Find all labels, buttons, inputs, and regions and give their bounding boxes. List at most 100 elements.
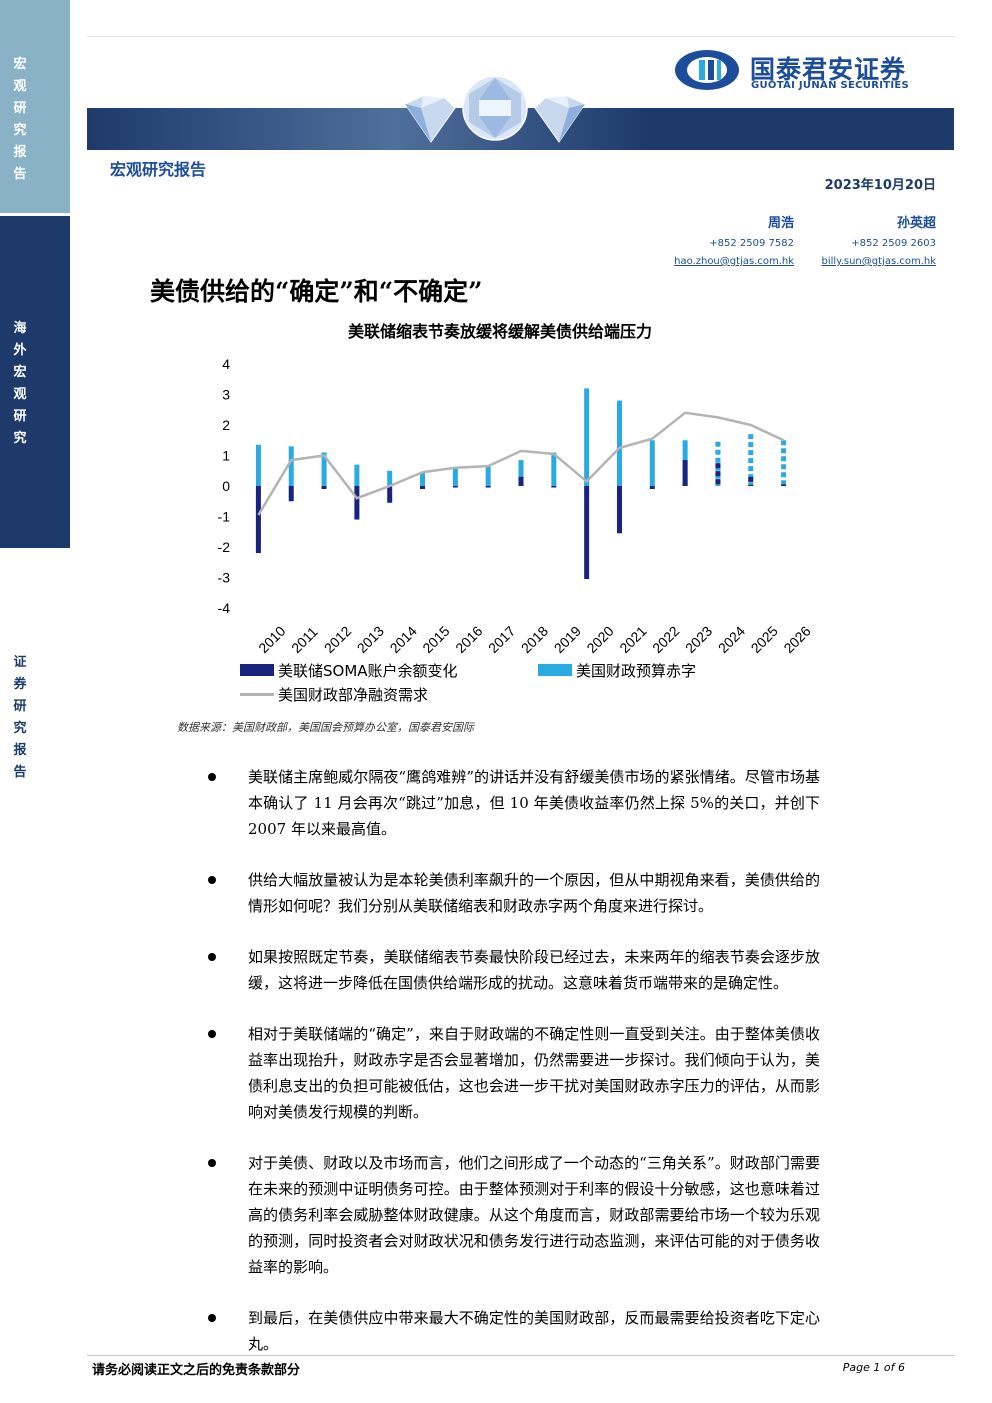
legend-label-soma: 美联储SOMA账户余额变化	[278, 662, 458, 680]
bar-soma	[452, 486, 458, 488]
page-number: Page 1 of 6	[842, 1361, 905, 1374]
bar-deficit	[354, 464, 360, 486]
x-tick-label: 2025	[748, 623, 781, 656]
diamond-right-icon	[534, 95, 586, 143]
x-tick-label: 2018	[518, 623, 551, 656]
bar-deficit	[288, 446, 294, 486]
sidebar-mid-label: 海外宏观研究	[13, 321, 27, 446]
x-tick-label: 2026	[780, 623, 810, 656]
x-tick-label: 2022	[649, 623, 682, 656]
bar-deficit	[452, 467, 458, 486]
logo-mark-icon	[675, 50, 739, 90]
y-tick-label: 3	[222, 387, 230, 403]
analyst-email-link[interactable]: hao.zhou@gtjas.com.hk	[674, 256, 794, 267]
bar-soma	[255, 486, 261, 554]
y-tick-label: -1	[218, 509, 231, 525]
bar-soma	[485, 486, 491, 488]
bullet-item: 相对于美联储端的“确定”，来自于财政端的不确定性则一直受到关注。由于整体美债收益…	[200, 1021, 820, 1125]
y-tick-label: -4	[218, 600, 231, 616]
sidebar-bottom-label: 证券研究报告	[13, 655, 27, 780]
bullet-dot-icon	[208, 773, 216, 781]
diamond-center-icon	[462, 75, 528, 141]
y-tick-label: -3	[218, 570, 231, 586]
footer-disclaimer: 请务必阅读正文之后的免责条款部分	[92, 1363, 301, 1378]
legend-label-financing: 美国财政部净融资需求	[278, 686, 429, 704]
y-tick-label: 4	[222, 356, 230, 372]
bar-soma	[420, 486, 426, 490]
bar-soma	[518, 476, 524, 486]
bar-deficit	[616, 400, 622, 486]
legend-swatch-deficit	[538, 664, 572, 676]
bullet-dot-icon	[208, 1314, 216, 1322]
bullet-item: 供给大幅放量被认为是本轮美债利率飙升的一个原因，但从中期视角来看，美债供给的情形…	[200, 867, 820, 919]
logo-chinese-name: 国泰君安证券	[750, 55, 907, 84]
x-tick-label: 2017	[485, 623, 518, 656]
bar-deficit	[649, 440, 655, 486]
bar-soma	[616, 486, 622, 534]
y-tick-label: 0	[222, 478, 230, 494]
y-tick-label: -2	[218, 539, 231, 555]
diamond-graphic	[404, 75, 586, 143]
bullet-text: 供给大幅放量被认为是本轮美债利率飙升的一个原因，但从中期视角来看，美债供给的情形…	[248, 871, 820, 915]
legend-swatch-soma	[240, 664, 274, 676]
y-tick-label: 2	[222, 417, 230, 433]
header-rule	[87, 36, 955, 37]
analyst-name: 孙英超	[896, 216, 936, 231]
chart-title: 美联储缩表节奏放缓将缓解美债供给端压力	[347, 322, 652, 341]
bullet-dot-icon	[208, 1030, 216, 1038]
sidebar-top-block	[0, 0, 70, 213]
y-tick-label: 1	[222, 448, 230, 464]
footer-rule	[87, 1355, 955, 1356]
analyst-name: 周浩	[767, 216, 794, 231]
bullet-text: 到最后，在美债供应中带来最大不确定性的美国财政部，反而最需要给投资者吃下定心丸。	[248, 1309, 820, 1353]
sidebar-mid-block	[0, 216, 70, 548]
bullet-text: 美联储主席鲍威尔隔夜“鹰鸽难辨”的讲话并没有舒缓美债市场的紧张情绪。尽管市场基本…	[248, 768, 820, 838]
x-tick-label: 2023	[682, 623, 715, 656]
bullet-dot-icon	[208, 953, 216, 961]
bar-soma	[321, 486, 327, 490]
bar-soma	[551, 486, 557, 488]
bar-deficit	[551, 452, 557, 486]
bullet-dot-icon	[208, 876, 216, 884]
x-tick-label: 2019	[551, 623, 584, 656]
sidebar-top-label: 宏观研究报告	[13, 57, 27, 182]
bullet-item: 美联储主席鲍威尔隔夜“鹰鸽难辨”的讲话并没有舒缓美债市场的紧张情绪。尽管市场基本…	[200, 764, 820, 842]
sidebar-bottom-block	[0, 552, 70, 1403]
x-tick-label: 2020	[583, 623, 616, 656]
bullet-dot-icon	[208, 1159, 216, 1167]
analyst-email-link[interactable]: billy.sun@gtjas.com.hk	[821, 256, 936, 267]
bullet-item: 如果按照既定节奏，美联储缩表节奏最快阶段已经过去，未来两年的缩表节奏会逐步放缓，…	[200, 944, 820, 996]
bar-deficit	[255, 444, 261, 486]
analyst-card: 孙英超 +852 2509 2603 billy.sun@gtjas.com.h…	[800, 212, 936, 267]
x-tick-label: 2010	[255, 623, 288, 656]
x-tick-label: 2021	[616, 623, 649, 656]
bullet-item: 对于美债、财政以及市场而言，他们之间形成了一个动态的“三角关系”。财政部门需要在…	[200, 1150, 820, 1280]
bar-soma	[354, 486, 360, 520]
bar-soma	[649, 486, 655, 490]
x-tick-label: 2013	[354, 623, 387, 656]
legend-label-deficit: 美国财政预算赤字	[576, 662, 697, 680]
analyst-phone: +852 2509 7582	[709, 238, 794, 249]
analyst-phone: +852 2509 2603	[851, 238, 936, 249]
legend-swatch-financing	[240, 693, 274, 696]
report-type: 宏观研究报告	[110, 160, 207, 179]
bar-soma	[288, 486, 294, 502]
bullet-item: 到最后，在美债供应中带来最大不确定性的美国财政部，反而最需要给投资者吃下定心丸。	[200, 1305, 820, 1357]
bar-deficit	[584, 388, 590, 486]
left-sidebar: 宏观研究报告 海外宏观研究 证券研究报告	[0, 0, 70, 1403]
x-tick-label: 2015	[419, 623, 452, 656]
x-tick-label: 2016	[452, 623, 485, 656]
x-tick-label: 2024	[715, 623, 748, 656]
logo-english-name: GUOTAI JUNAN SECURITIES	[751, 80, 910, 91]
diamond-left-icon	[404, 95, 456, 143]
page-title: 美债供给的“确定”和“不确定”	[150, 277, 483, 306]
bar-soma	[682, 460, 688, 486]
bar-deficit	[485, 466, 491, 486]
chart-source: 数据来源：美国财政部，美国国会预算办公室，国泰君安国际	[177, 721, 474, 734]
report-date: 2023年10月20日	[824, 178, 936, 193]
x-tick-label: 2014	[387, 623, 420, 656]
bar-deficit	[321, 452, 327, 486]
bar-soma	[584, 486, 590, 580]
bar-deficit	[420, 472, 426, 486]
